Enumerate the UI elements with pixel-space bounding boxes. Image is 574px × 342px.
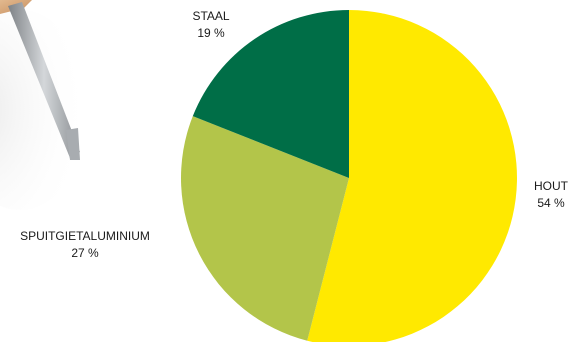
slice-value-staal: 19 % — [197, 26, 225, 40]
pie-slice-staal — [192, 10, 349, 178]
table-leg-foot — [66, 128, 80, 160]
pie-slice-spuitgietaluminium — [181, 116, 349, 341]
table-leg-metal — [8, 2, 80, 158]
slice-label-spuitgietaluminium: SPUITGIETALUMINIUM — [20, 229, 150, 243]
slice-value-hout: 54 % — [537, 196, 565, 210]
slice-value-spuitgietaluminium: 27 % — [71, 246, 99, 260]
photo-shadow — [0, 10, 90, 210]
slice-label-staal: STAAL — [192, 9, 229, 23]
slice-label-hout: HOUT — [534, 179, 569, 193]
pie-slice-hout — [307, 10, 517, 342]
